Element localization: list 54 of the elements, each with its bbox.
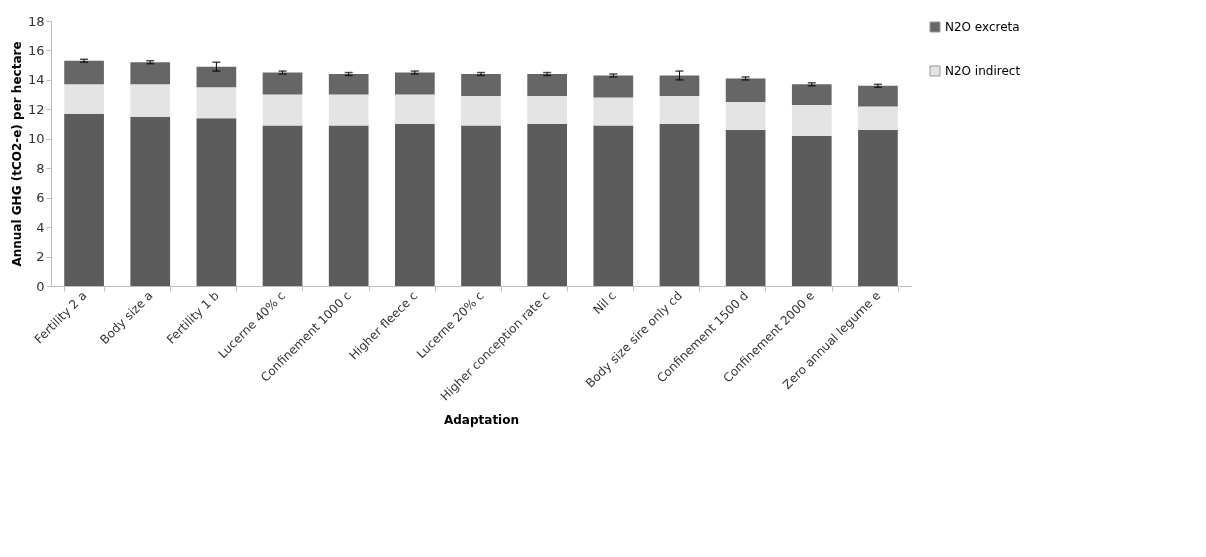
bar [328, 74, 369, 95]
bar [791, 135, 832, 286]
bar [196, 66, 237, 88]
bar [461, 96, 501, 126]
bar [395, 94, 435, 125]
y-tick-label: 4 [36, 219, 45, 235]
y-tick-label: 16 [27, 42, 45, 58]
bar [725, 129, 766, 286]
y-tick-label: 12 [27, 101, 45, 117]
y-tick-label: 0 [36, 278, 45, 294]
bar [725, 78, 766, 102]
bar [395, 72, 435, 95]
y-tick-label: 6 [36, 190, 45, 206]
y-tick-label: 10 [27, 131, 45, 147]
y-tick-label: 18 [27, 13, 45, 29]
bar [130, 116, 171, 286]
y-tick-label: 2 [36, 249, 45, 265]
bar [130, 62, 171, 85]
bar [262, 94, 303, 126]
x-tick-label: Nil c [590, 288, 619, 317]
bar [262, 125, 303, 286]
legend-label: N2O excreta [945, 20, 1020, 34]
bar [791, 84, 832, 105]
bar [659, 124, 700, 286]
bar [858, 106, 898, 130]
bar [328, 125, 369, 286]
bar [395, 124, 435, 286]
bar [593, 97, 634, 126]
x-axis-title: Adaptation [443, 412, 520, 427]
bar [659, 75, 700, 97]
bar [858, 85, 898, 107]
bar [64, 60, 104, 85]
bar [196, 118, 237, 286]
bar [328, 94, 369, 126]
bar [527, 96, 567, 125]
bar [262, 72, 303, 95]
bar [659, 96, 700, 125]
bar [527, 124, 567, 286]
bar [64, 113, 104, 286]
bar [130, 84, 171, 117]
bar [461, 125, 501, 286]
y-axis-title: Annual GHG (tCO2-e) per hectare [9, 41, 24, 267]
y-tick-label: 8 [36, 160, 45, 176]
bar [725, 101, 766, 130]
bar [527, 74, 567, 97]
bar [593, 75, 634, 98]
bar [858, 129, 898, 286]
bar [593, 125, 634, 286]
bar [196, 87, 237, 119]
bar [791, 104, 832, 136]
y-tick-label: 14 [27, 72, 45, 88]
bar [64, 84, 104, 114]
legend-label: N2O indirect [945, 64, 1021, 78]
bar [461, 74, 501, 97]
